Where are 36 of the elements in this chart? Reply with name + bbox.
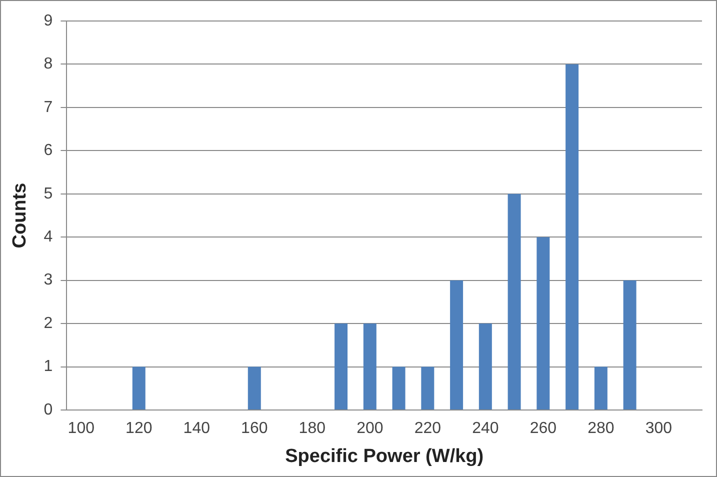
y-tick-label: 6 — [44, 142, 53, 160]
bar — [450, 280, 464, 410]
x-tick-label: 140 — [183, 420, 210, 438]
bar — [363, 324, 376, 410]
y-tick-label: 9 — [44, 12, 53, 30]
bar — [508, 194, 521, 410]
bar — [421, 366, 434, 410]
x-tick-label: 300 — [645, 420, 672, 438]
bar — [478, 324, 492, 410]
bar — [566, 64, 579, 410]
bar — [392, 366, 406, 410]
x-tick-label: 260 — [530, 420, 557, 438]
y-axis-title: Counts — [10, 182, 31, 248]
x-tick-label: 120 — [126, 420, 152, 438]
y-tick-label: 5 — [44, 185, 53, 202]
bar — [536, 237, 550, 410]
y-tick-label: 4 — [44, 228, 53, 246]
x-tick-label: 180 — [298, 420, 326, 438]
x-axis-title: Specific Power (W/kg) — [285, 446, 484, 467]
x-tick-label: 280 — [588, 420, 614, 438]
bar — [623, 280, 636, 410]
x-tick-label: 200 — [356, 420, 384, 438]
x-tick-label: 220 — [414, 420, 442, 438]
bar — [248, 366, 261, 410]
y-tick-label: 2 — [44, 314, 53, 332]
bar — [132, 366, 146, 410]
bar — [594, 366, 608, 410]
x-tick-label: 160 — [241, 420, 268, 438]
bar — [334, 324, 348, 410]
y-tick-label: 0 — [44, 401, 53, 418]
x-tick-label: 100 — [68, 420, 95, 438]
y-tick-label: 7 — [44, 98, 53, 116]
x-tick-label: 240 — [472, 420, 499, 438]
y-tick-label: 8 — [44, 56, 53, 73]
y-tick-label: 3 — [44, 272, 53, 289]
y-tick-label: 1 — [44, 358, 53, 376]
